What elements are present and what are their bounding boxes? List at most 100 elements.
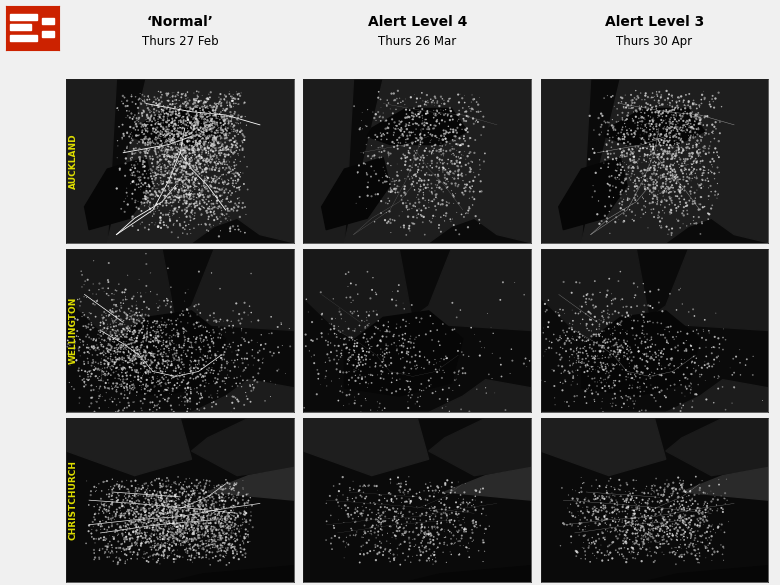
Point [726,398,739,408]
Point [73,346,85,355]
Point [209,351,222,360]
Point [161,153,173,163]
Point [152,331,165,340]
Point [168,95,181,105]
Point [191,117,204,126]
Point [669,174,682,183]
Point [370,361,382,370]
Point [209,373,222,383]
Point [119,320,131,329]
Point [671,535,683,545]
Point [208,133,221,142]
Point [171,192,183,202]
Point [200,479,212,488]
Point [168,524,180,534]
Point [700,352,712,361]
Point [414,511,427,520]
Point [656,504,668,514]
Point [369,362,381,371]
Point [661,384,673,394]
Point [94,383,106,393]
Point [204,353,217,363]
Point [682,101,694,110]
Point [705,343,718,352]
Point [119,325,132,335]
Point [184,216,197,225]
Point [665,193,678,202]
Point [217,142,229,151]
Point [553,311,566,320]
Point [673,111,686,120]
Point [175,175,187,184]
Point [238,505,250,515]
Point [640,512,652,521]
Point [420,501,432,510]
Point [173,355,186,364]
Point [154,397,166,406]
Point [143,304,155,314]
Point [627,397,640,406]
Point [199,352,211,361]
Point [180,136,193,145]
Point [618,102,630,112]
Point [122,343,135,353]
Point [86,532,98,542]
Point [466,200,479,209]
Point [207,133,219,143]
Point [381,529,394,538]
Point [168,178,180,188]
Point [208,140,221,149]
Point [227,96,239,105]
Point [339,316,352,326]
Point [102,541,115,550]
Point [172,150,184,159]
Point [265,329,278,338]
Point [369,130,381,140]
Point [218,528,231,537]
Point [140,381,152,391]
Point [647,115,659,125]
Point [349,366,362,376]
Point [613,346,626,356]
Point [671,138,683,147]
Point [225,167,237,176]
Point [147,507,159,517]
Point [389,124,402,133]
Point [678,519,690,528]
Point [76,312,88,321]
Point [353,379,366,388]
Point [642,105,654,114]
Point [700,144,712,153]
Point [433,221,445,230]
Point [447,539,459,548]
Point [181,390,193,400]
Point [606,554,619,563]
Point [646,524,658,534]
Point [99,548,112,557]
Point [181,150,193,160]
Point [239,534,252,543]
Point [363,355,376,364]
Point [217,170,229,179]
Point [427,536,440,545]
Point [227,122,239,132]
Point [211,490,224,499]
Point [134,377,147,386]
Point [388,550,400,559]
Point [411,363,424,373]
Point [675,355,688,364]
Point [370,310,383,319]
Point [651,125,663,134]
Point [169,110,182,119]
Point [98,356,111,365]
Point [686,150,699,159]
Point [554,355,566,364]
Point [480,388,492,398]
Point [436,373,448,383]
Point [129,397,141,407]
Point [116,333,129,342]
Point [121,507,133,516]
Point [624,349,636,358]
Point [607,123,619,132]
Point [136,338,148,347]
